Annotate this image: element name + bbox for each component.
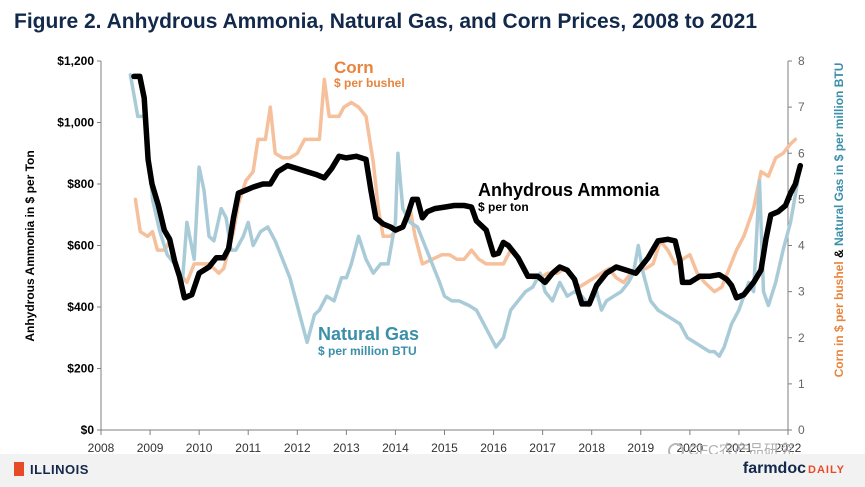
x-tick-label: 2022	[775, 441, 802, 454]
y-right-tick-label: 6	[798, 146, 805, 160]
x-tick-label: 2013	[333, 441, 360, 454]
ammonia-label: Anhydrous Ammonia	[478, 180, 660, 200]
y-right-tick-label: 3	[798, 285, 805, 299]
chart-title: Figure 2. Anhydrous Ammonia, Natural Gas…	[14, 10, 757, 33]
ammonia-series-line	[131, 73, 804, 307]
x-tick-label: 2015	[431, 441, 458, 454]
x-tick-label: 2019	[627, 441, 654, 454]
y-left-tick-label: $400	[67, 300, 94, 314]
x-tick-label: 2012	[284, 441, 311, 454]
x-tick-label: 2009	[137, 441, 164, 454]
farmdoc-logo-suffix: DAILY	[808, 464, 845, 476]
x-tick-label: 2008	[88, 441, 115, 454]
natural-gas-series-line	[128, 73, 800, 358]
corn-sublabel: $ per bushel	[334, 76, 405, 90]
right-axis-title-amp: &	[832, 246, 846, 261]
illinois-logo-text: ILLINOIS	[30, 462, 89, 477]
x-tick-label: 2014	[382, 441, 409, 454]
corn-label: Corn	[334, 58, 374, 77]
x-tick-label: 2021	[726, 441, 753, 454]
y-right-tick-label: 4	[798, 239, 805, 253]
y-right-tick-label: 5	[798, 192, 805, 206]
y-left-tick-label: $600	[67, 239, 94, 253]
right-axis-title-gas: Natural Gas in $ per million BTU	[832, 63, 846, 246]
y-right-tick-label: 2	[798, 331, 805, 345]
x-tick-label: 2011	[235, 441, 261, 454]
y-left-tick-label: $1,000	[57, 116, 94, 130]
farmdoc-logo-text: farmdoc	[742, 460, 806, 477]
axes	[100, 61, 789, 431]
left-axis-title: Anhydrous Ammonia in $ per Ton	[23, 150, 37, 341]
y-right-tick-label: 7	[798, 100, 805, 114]
y-left-tick-label: $1,200	[57, 54, 94, 68]
farmdoc-daily-logo: farmdoc DAILY	[743, 460, 845, 478]
ammonia-sublabel: $ per ton	[478, 200, 529, 214]
tick-labels: 2008 2009 2010 2011 2012 2013 2014 2015 2016 2017…	[57, 54, 805, 454]
x-tick-label: 2017	[529, 441, 556, 454]
illinois-block-i-icon	[14, 462, 24, 476]
y-right-tick-label: 1	[798, 377, 805, 391]
series-annotations: Anhydrous Ammonia $ per ton Corn $ per b…	[318, 58, 660, 358]
chart: 2008 2009 2010 2011 2012 2013 2014 2015 2016 2017…	[23, 54, 846, 454]
y-right-tick-label: 0	[798, 423, 805, 437]
y-right-tick-label: 8	[798, 54, 805, 68]
natural-gas-sublabel: $ per million BTU	[318, 344, 417, 358]
footer-bar: ILLINOIS farmdoc DAILY	[0, 454, 865, 487]
natural-gas-label: Natural Gas	[318, 324, 419, 344]
x-tick-label: 2010	[186, 441, 213, 454]
corn-series-line	[133, 77, 798, 294]
x-tick-label: 2018	[578, 441, 605, 454]
y-left-tick-label: $800	[67, 177, 94, 191]
right-axis-title: Corn in $ per bushel & Natural Gas in $ …	[832, 63, 846, 378]
right-axis-title-corn: Corn in $ per bushel	[832, 261, 846, 377]
y-left-tick-label: $0	[81, 423, 95, 437]
x-tick-label: 2016	[480, 441, 507, 454]
illinois-logo: ILLINOIS	[14, 462, 89, 477]
series-lines	[128, 73, 804, 358]
y-left-tick-label: $200	[67, 362, 94, 376]
